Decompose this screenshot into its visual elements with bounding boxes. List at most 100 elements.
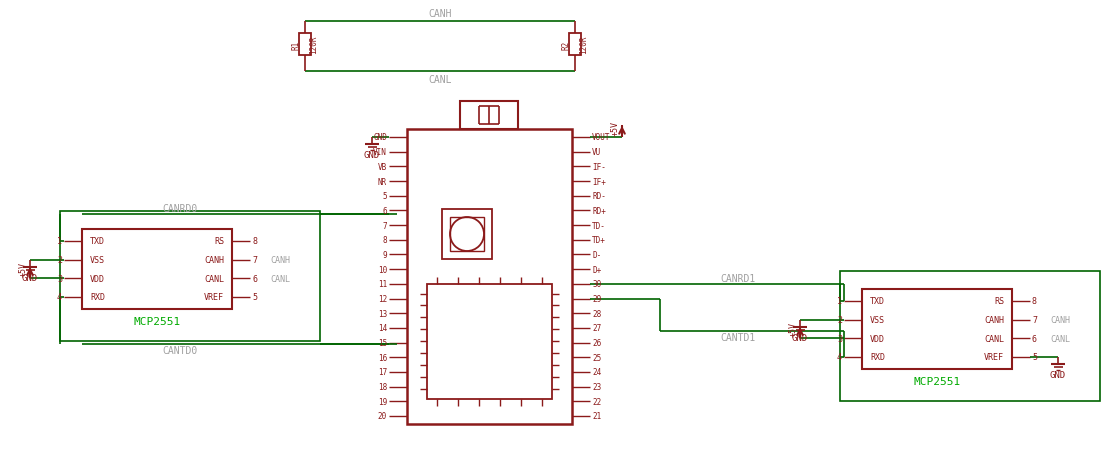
Text: 5: 5 bbox=[1032, 353, 1037, 362]
Text: 4: 4 bbox=[57, 293, 62, 302]
Text: R1: R1 bbox=[291, 40, 300, 50]
Text: VDD: VDD bbox=[90, 274, 105, 283]
Text: 22: 22 bbox=[592, 397, 601, 406]
Text: +5V: +5V bbox=[611, 120, 620, 135]
Text: RXD: RXD bbox=[870, 353, 885, 362]
Text: 19: 19 bbox=[377, 397, 387, 406]
Text: MCP2551: MCP2551 bbox=[913, 376, 961, 386]
Text: CANH: CANH bbox=[984, 315, 1004, 325]
Text: VSS: VSS bbox=[870, 315, 885, 325]
Text: 2: 2 bbox=[57, 256, 62, 264]
Text: 3: 3 bbox=[57, 274, 62, 283]
Text: 18: 18 bbox=[377, 382, 387, 391]
Text: 3: 3 bbox=[837, 334, 842, 343]
Bar bbox=[569, 34, 581, 56]
Text: TXD: TXD bbox=[90, 237, 105, 246]
Bar bbox=[840, 271, 1100, 401]
Text: 27: 27 bbox=[592, 324, 601, 333]
Bar bbox=[450, 218, 484, 251]
Text: IF+: IF+ bbox=[592, 177, 606, 186]
Text: 7: 7 bbox=[251, 256, 257, 264]
Bar bbox=[460, 102, 518, 130]
Text: CANL: CANL bbox=[984, 334, 1004, 343]
Text: 8: 8 bbox=[251, 237, 257, 246]
Text: 23: 23 bbox=[592, 382, 601, 391]
Text: 16: 16 bbox=[377, 353, 387, 362]
Text: 20: 20 bbox=[377, 412, 387, 420]
Text: 12: 12 bbox=[377, 294, 387, 303]
Text: CANTD1: CANTD1 bbox=[720, 332, 756, 342]
Text: 30: 30 bbox=[592, 280, 601, 289]
Text: CANH: CANH bbox=[428, 9, 452, 19]
Bar bbox=[82, 230, 232, 309]
Text: 1: 1 bbox=[837, 297, 842, 306]
Text: 1: 1 bbox=[57, 237, 62, 246]
Text: RD+: RD+ bbox=[592, 206, 606, 215]
Bar bbox=[60, 212, 320, 341]
Text: VIN: VIN bbox=[373, 148, 387, 157]
Text: 2: 2 bbox=[837, 315, 842, 325]
Text: RXD: RXD bbox=[90, 293, 105, 302]
Text: 8: 8 bbox=[383, 236, 387, 245]
Text: VSS: VSS bbox=[90, 256, 105, 264]
Text: D-: D- bbox=[592, 250, 601, 259]
Text: VOUT: VOUT bbox=[592, 133, 610, 142]
Text: 29: 29 bbox=[592, 294, 601, 303]
Text: VDD: VDD bbox=[870, 334, 885, 343]
Text: VU: VU bbox=[592, 148, 601, 157]
Text: RS: RS bbox=[994, 297, 1004, 306]
Text: GND: GND bbox=[364, 151, 381, 160]
Text: GND: GND bbox=[373, 133, 387, 142]
Text: 6: 6 bbox=[251, 274, 257, 283]
Text: 5: 5 bbox=[251, 293, 257, 302]
Text: VREF: VREF bbox=[984, 353, 1004, 362]
Bar bbox=[427, 284, 552, 399]
Text: 6: 6 bbox=[1032, 334, 1037, 343]
Text: TD+: TD+ bbox=[592, 236, 606, 245]
Text: 8: 8 bbox=[1032, 297, 1037, 306]
Text: 11: 11 bbox=[377, 280, 387, 289]
Text: R2: R2 bbox=[561, 40, 570, 50]
Text: 6: 6 bbox=[383, 206, 387, 215]
Text: CANH: CANH bbox=[1050, 315, 1070, 325]
Text: 120R: 120R bbox=[310, 36, 319, 54]
Text: CANH: CANH bbox=[270, 256, 290, 264]
Text: 28: 28 bbox=[592, 309, 601, 318]
Text: CANRD1: CANRD1 bbox=[720, 274, 756, 283]
Text: 25: 25 bbox=[592, 353, 601, 362]
Text: 5: 5 bbox=[383, 192, 387, 201]
Text: 4: 4 bbox=[837, 353, 842, 362]
Text: +5V: +5V bbox=[789, 321, 797, 336]
Text: TD-: TD- bbox=[592, 221, 606, 230]
Text: 15: 15 bbox=[377, 338, 387, 347]
Text: CANTD0: CANTD0 bbox=[162, 345, 197, 355]
Text: VREF: VREF bbox=[204, 293, 224, 302]
Text: +5V: +5V bbox=[19, 261, 28, 276]
Text: 17: 17 bbox=[377, 368, 387, 376]
Text: CANL: CANL bbox=[270, 274, 290, 283]
Text: NR: NR bbox=[377, 177, 387, 186]
Text: CANL: CANL bbox=[204, 274, 224, 283]
Text: 10: 10 bbox=[377, 265, 387, 274]
Text: RS: RS bbox=[214, 237, 224, 246]
Text: GND: GND bbox=[792, 333, 808, 343]
Text: TXD: TXD bbox=[870, 297, 885, 306]
Text: 14: 14 bbox=[377, 324, 387, 333]
Bar bbox=[863, 289, 1011, 369]
Text: CANH: CANH bbox=[204, 256, 224, 264]
Text: CANL: CANL bbox=[428, 75, 452, 85]
Bar bbox=[299, 34, 311, 56]
Text: 21: 21 bbox=[592, 412, 601, 420]
Bar bbox=[407, 130, 572, 424]
Text: IF-: IF- bbox=[592, 163, 606, 171]
Text: 9: 9 bbox=[383, 250, 387, 259]
Text: GND: GND bbox=[22, 274, 39, 282]
Text: CANRD0: CANRD0 bbox=[162, 204, 197, 213]
Text: VB: VB bbox=[377, 163, 387, 171]
Text: 13: 13 bbox=[377, 309, 387, 318]
Bar bbox=[442, 210, 492, 259]
Text: MCP2551: MCP2551 bbox=[133, 316, 181, 326]
Text: GND: GND bbox=[1050, 371, 1067, 380]
Text: RD-: RD- bbox=[592, 192, 606, 201]
Text: 26: 26 bbox=[592, 338, 601, 347]
